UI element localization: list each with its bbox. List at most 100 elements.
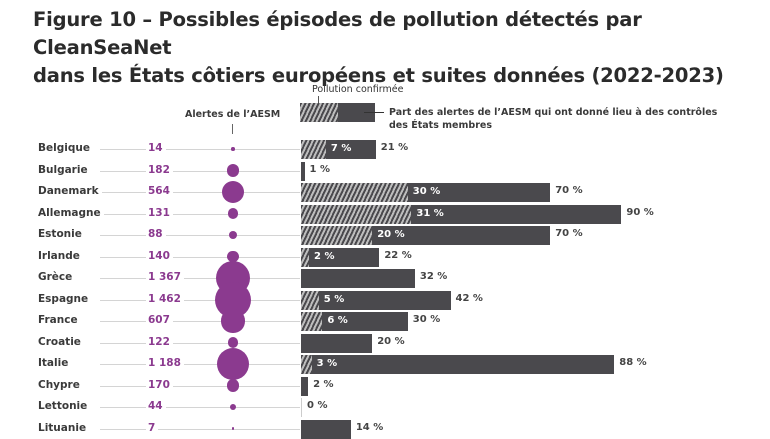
legend-pointer bbox=[364, 112, 384, 113]
alerts-bubble bbox=[227, 208, 239, 219]
legend-controls-label: Part des alertes de l’AESM qui ont donné… bbox=[389, 106, 717, 132]
alerts-value: 1 462 bbox=[146, 292, 184, 305]
confirmed-hatch bbox=[301, 183, 408, 202]
row-guide-line bbox=[100, 364, 300, 365]
alerts-value: 88 bbox=[146, 228, 166, 240]
confirmed-label: 31 % bbox=[416, 207, 444, 219]
country-label: Lituanie bbox=[38, 421, 90, 434]
alerts-bubble bbox=[228, 230, 238, 240]
row-guide-line bbox=[100, 149, 300, 150]
legend-controls-line-2: des États membres bbox=[389, 120, 492, 131]
controls-label: 0 % bbox=[307, 400, 328, 411]
row-guide-line bbox=[100, 256, 300, 258]
confirmed-label: 20 % bbox=[377, 229, 405, 240]
alerts-bubble bbox=[221, 309, 245, 333]
alerts-value: 122 bbox=[146, 335, 173, 348]
controls-label: 30 % bbox=[412, 314, 441, 325]
controls-bar bbox=[301, 376, 309, 396]
confirmed-label: 30 % bbox=[412, 186, 441, 197]
controls-bar: 31 % bbox=[301, 204, 622, 224]
controls-label: 14 % bbox=[355, 421, 384, 433]
controls-bar: 2 % bbox=[301, 247, 380, 267]
controls-label: 90 % bbox=[626, 206, 654, 218]
legend-bar bbox=[300, 103, 375, 122]
alerts-bubble bbox=[229, 403, 237, 411]
row-guide-line bbox=[100, 299, 300, 301]
country-label: France bbox=[38, 314, 81, 326]
controls-bar: 30 % bbox=[301, 183, 551, 202]
confirmed-hatch bbox=[301, 140, 326, 159]
legend-alerts-label: Alertes de l’AESM bbox=[185, 109, 281, 120]
controls-label: 21 % bbox=[380, 142, 409, 153]
country-label: Grèce bbox=[38, 271, 76, 283]
alerts-value: 44 bbox=[146, 400, 166, 412]
alerts-value: 140 bbox=[146, 249, 173, 262]
controls-bar bbox=[301, 269, 415, 288]
alerts-bubble bbox=[216, 347, 250, 381]
controls-bar: 5 % bbox=[301, 290, 451, 310]
country-label: Irlande bbox=[38, 249, 83, 262]
legend-hatch bbox=[300, 103, 338, 122]
confirmed-hatch bbox=[301, 355, 312, 374]
controls-bar: 6 % bbox=[301, 312, 408, 331]
confirmed-label: 7 % bbox=[330, 143, 352, 154]
controls-bar bbox=[301, 333, 373, 353]
confirmed-hatch bbox=[301, 226, 373, 245]
alerts-bubble bbox=[226, 164, 240, 177]
controls-label: 22 % bbox=[384, 249, 412, 261]
country-label: Lettonie bbox=[38, 400, 91, 412]
controls-bar: 7 % bbox=[301, 140, 376, 159]
country-label: Croatie bbox=[38, 335, 84, 348]
controls-label: 2 % bbox=[313, 378, 334, 390]
row-guide-line bbox=[100, 235, 300, 236]
country-label: Danemark bbox=[38, 185, 102, 197]
legend-controls-line-1: Part des alertes de l’AESM qui ont donné… bbox=[389, 107, 718, 118]
confirmed-label: 3 % bbox=[316, 358, 338, 369]
controls-label: 1 % bbox=[309, 163, 331, 175]
country-label: Bulgarie bbox=[38, 163, 91, 176]
alerts-value: 170 bbox=[146, 378, 173, 391]
alerts-value: 182 bbox=[146, 163, 173, 176]
controls-label: 20 % bbox=[377, 335, 405, 347]
row-guide-line bbox=[100, 321, 300, 322]
confirmed-label: 2 % bbox=[314, 250, 335, 262]
legend-confirmed-pointer bbox=[318, 96, 319, 108]
controls-label: 70 % bbox=[555, 228, 583, 239]
alerts-value: 7 bbox=[146, 421, 159, 434]
alerts-value: 1 188 bbox=[146, 357, 184, 369]
row-guide-line bbox=[100, 192, 300, 193]
controls-label: 88 % bbox=[619, 357, 647, 368]
alerts-bubble bbox=[231, 427, 235, 430]
country-label: Allemagne bbox=[38, 206, 104, 219]
country-label: Chypre bbox=[38, 378, 83, 391]
controls-bar: 3 % bbox=[301, 355, 615, 374]
alerts-bubble bbox=[226, 379, 240, 392]
alerts-value: 14 bbox=[146, 142, 166, 154]
row-guide-line bbox=[100, 385, 300, 387]
title-line-2: dans les États côtiers européens et suit… bbox=[33, 64, 724, 87]
confirmed-hatch bbox=[301, 204, 412, 224]
confirmed-hatch bbox=[301, 312, 323, 331]
controls-bar bbox=[301, 161, 305, 181]
legend-alerts-pointer bbox=[232, 124, 233, 134]
country-label: Belgique bbox=[38, 142, 93, 154]
row-guide-line bbox=[100, 278, 300, 279]
alerts-bubble bbox=[231, 147, 235, 151]
row-guide-line bbox=[100, 342, 300, 344]
controls-bar bbox=[301, 419, 351, 439]
row-guide-line bbox=[100, 428, 300, 430]
alerts-value: 1 367 bbox=[146, 271, 184, 283]
confirmed-hatch bbox=[301, 290, 319, 310]
confirmed-label: 6 % bbox=[327, 315, 348, 326]
chart-title: Figure 10 – Possibles épisodes de pollut… bbox=[33, 6, 770, 90]
alerts-value: 564 bbox=[146, 185, 173, 197]
row-guide-line bbox=[100, 407, 300, 408]
alerts-value: 607 bbox=[146, 314, 173, 326]
row-guide-line bbox=[100, 213, 300, 215]
controls-label: 70 % bbox=[555, 185, 583, 196]
controls-label: 32 % bbox=[419, 271, 448, 282]
controls-bar: 20 % bbox=[301, 226, 551, 245]
title-line-1: Figure 10 – Possibles épisodes de pollut… bbox=[33, 8, 642, 59]
country-label: Italie bbox=[38, 357, 72, 369]
alerts-bubble bbox=[221, 180, 245, 204]
